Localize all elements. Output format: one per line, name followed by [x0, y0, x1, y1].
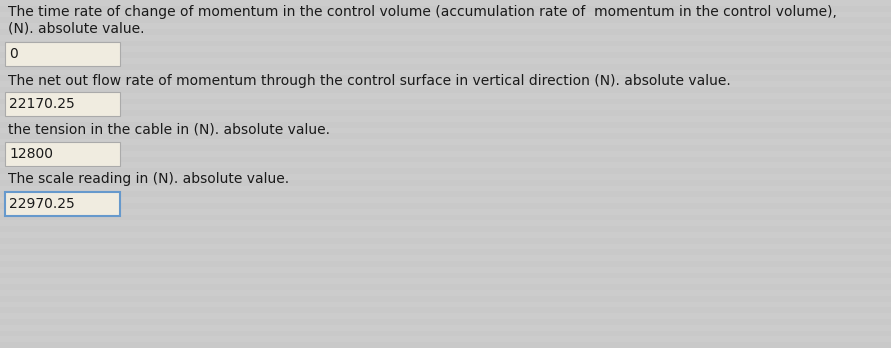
Text: (N). absolute value.: (N). absolute value.	[8, 22, 144, 36]
Bar	[0, 29, 891, 35]
Bar	[0, 331, 891, 337]
Bar	[0, 215, 891, 220]
Bar	[0, 272, 891, 278]
Text: 12800: 12800	[9, 147, 53, 161]
Bar	[0, 342, 891, 348]
Bar	[0, 307, 891, 313]
Bar	[0, 191, 891, 197]
Bar	[0, 319, 891, 325]
FancyBboxPatch shape	[5, 192, 120, 216]
FancyBboxPatch shape	[5, 142, 120, 166]
Text: 22970.25: 22970.25	[9, 197, 75, 211]
Bar	[0, 64, 891, 70]
Bar	[0, 250, 891, 255]
Bar	[0, 41, 891, 46]
Text: 22170.25: 22170.25	[9, 97, 75, 111]
Bar	[0, 296, 891, 302]
Bar	[0, 203, 891, 209]
Bar	[0, 52, 891, 58]
Text: 0: 0	[9, 47, 18, 61]
Bar	[0, 261, 891, 267]
Bar	[0, 180, 891, 185]
Text: The net out flow rate of momentum through the control surface in vertical direct: The net out flow rate of momentum throug…	[8, 74, 731, 88]
Text: the tension in the cable in (N). absolute value.: the tension in the cable in (N). absolut…	[8, 122, 330, 136]
Bar	[0, 122, 891, 128]
Bar	[0, 110, 891, 116]
Bar	[0, 17, 891, 23]
FancyBboxPatch shape	[5, 42, 120, 66]
Bar	[0, 145, 891, 151]
Bar	[0, 87, 891, 93]
Bar	[0, 76, 891, 81]
Bar	[0, 6, 891, 11]
Bar	[0, 238, 891, 244]
Bar	[0, 157, 891, 163]
Text: The time rate of change of momentum in the control volume (accumulation rate of : The time rate of change of momentum in t…	[8, 5, 837, 19]
Text: The scale reading in (N). absolute value.: The scale reading in (N). absolute value…	[8, 172, 289, 186]
Bar	[0, 133, 891, 139]
Bar	[0, 284, 891, 290]
Bar	[0, 98, 891, 104]
Bar	[0, 226, 891, 232]
Bar	[0, 168, 891, 174]
FancyBboxPatch shape	[5, 92, 120, 116]
